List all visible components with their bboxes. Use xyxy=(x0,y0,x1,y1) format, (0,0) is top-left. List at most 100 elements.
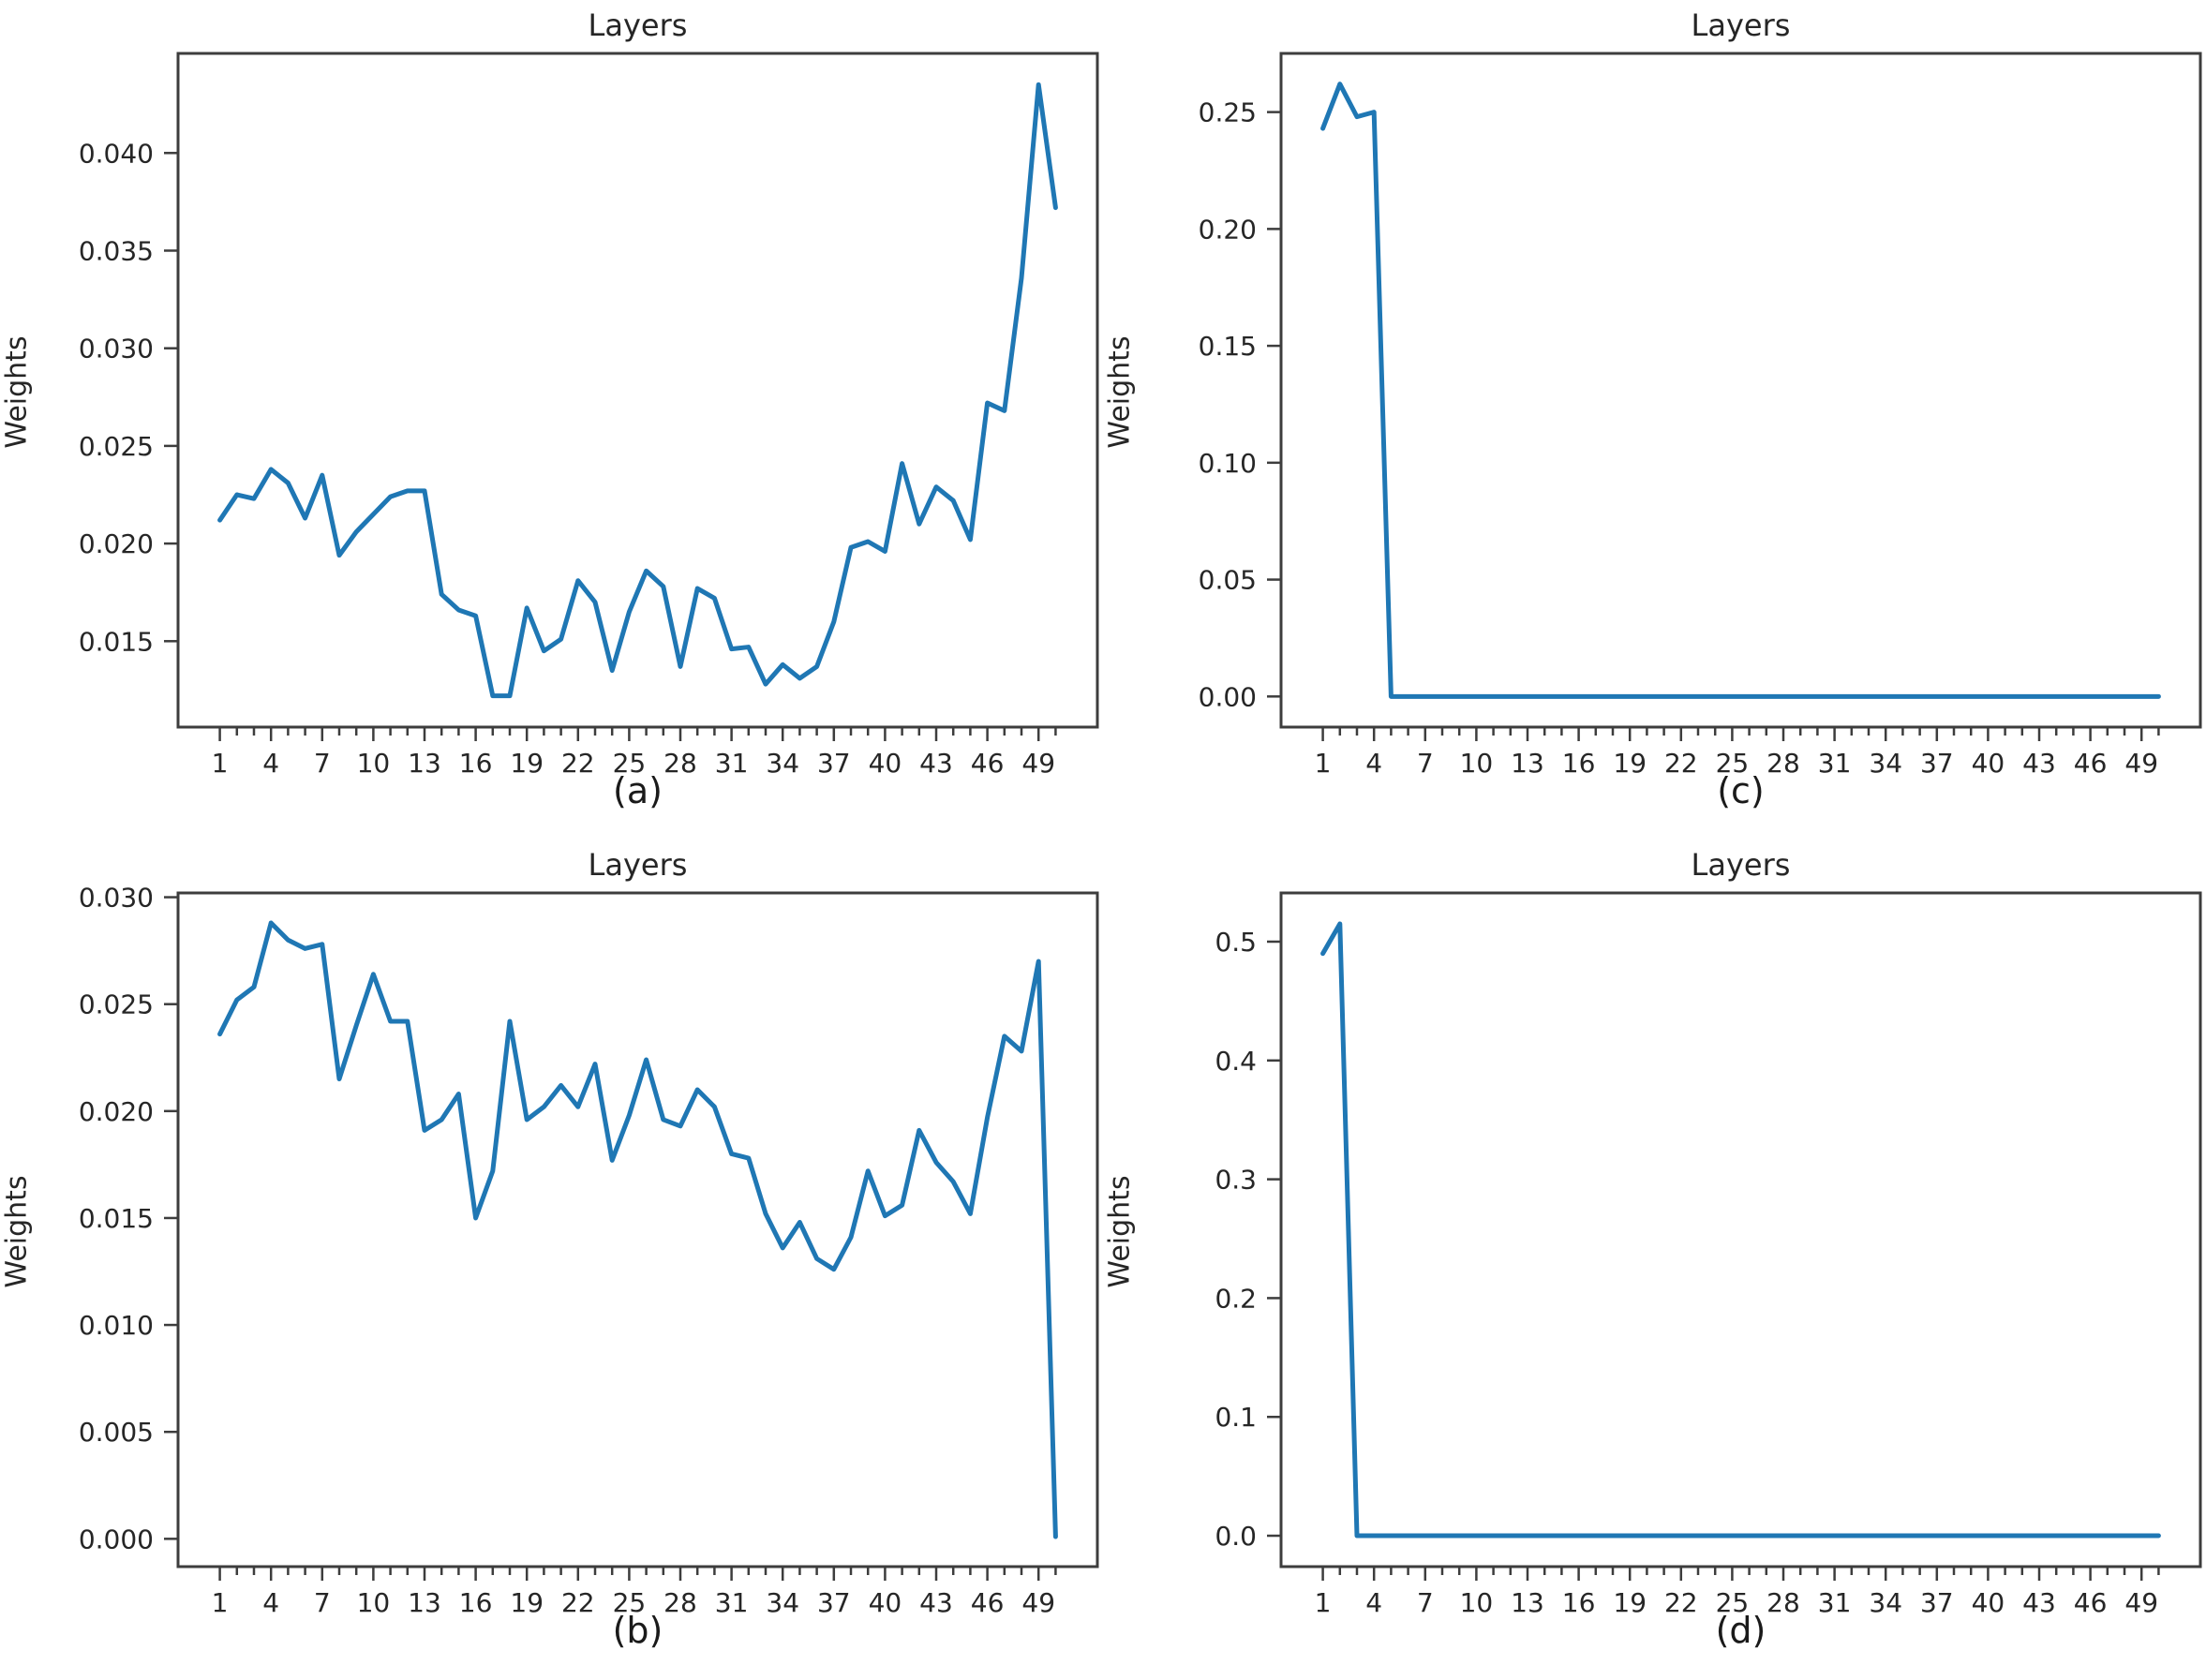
x-tick-label: 34 xyxy=(766,748,799,779)
y-tick-label: 0.030 xyxy=(79,334,154,364)
y-tick-label: 0.010 xyxy=(79,1310,154,1341)
x-tick-label: 22 xyxy=(561,1587,595,1618)
x-tick-label: 31 xyxy=(1818,748,1852,779)
x-tick-label: 49 xyxy=(2124,748,2158,779)
plot-border xyxy=(176,52,1099,729)
y-tick-label: 0.020 xyxy=(79,528,154,559)
x-tick-label: 1 xyxy=(212,1587,229,1618)
y-tick-label: 0.0 xyxy=(1215,1521,1257,1552)
x-tick-label: 16 xyxy=(1562,748,1596,779)
y-tick-label: 0.020 xyxy=(79,1096,154,1127)
x-tick-label: 1 xyxy=(1315,1587,1332,1618)
x-tick-label: 46 xyxy=(2074,748,2108,779)
x-tick-label: 31 xyxy=(715,748,749,779)
chart-caption: (c) xyxy=(1717,770,1765,811)
x-tick-label: 10 xyxy=(1460,1587,1494,1618)
x-tick-label: 37 xyxy=(817,748,851,779)
x-tick-label: 13 xyxy=(1511,1587,1544,1618)
y-tick-label: 0.015 xyxy=(79,1203,154,1234)
x-tick-label: 37 xyxy=(1920,1587,1954,1618)
x-tick-label: 43 xyxy=(2022,748,2056,779)
x-tick-label: 37 xyxy=(817,1587,851,1618)
x-tick-label: 46 xyxy=(971,748,1005,779)
x-tick-label: 31 xyxy=(1818,1587,1852,1618)
x-tick-label: 43 xyxy=(2022,1587,2056,1618)
y-tick-label: 0.030 xyxy=(79,883,154,914)
x-tick-label: 49 xyxy=(1021,1587,1055,1618)
x-tick-label: 10 xyxy=(1460,748,1494,779)
y-tick-label: 0.25 xyxy=(1199,97,1257,128)
x-tick-label: 7 xyxy=(314,748,331,779)
y-tick-label: 0.10 xyxy=(1199,448,1257,479)
chart-title: Layers xyxy=(1691,7,1791,43)
y-tick-label: 0.3 xyxy=(1215,1165,1257,1196)
y-tick-label: 0.15 xyxy=(1199,331,1257,362)
chart-caption: (b) xyxy=(612,1610,663,1651)
x-tick-label: 13 xyxy=(408,1587,441,1618)
x-tick-label: 7 xyxy=(1417,748,1434,779)
x-tick-label: 40 xyxy=(869,1587,902,1618)
chart-d: Layers Weights 1 4 7 10 13 16 19 22 25 28 31 34 37 40… xyxy=(1103,840,2206,1679)
x-tick-label: 19 xyxy=(1613,1587,1647,1618)
x-tick-label: 10 xyxy=(357,748,391,779)
plot-area: 1 4 7 10 13 16 19 22 25 28 31 34 37 40 43 46 49 0.015 0.02… xyxy=(79,52,1099,779)
x-tick-label: 4 xyxy=(1365,748,1382,779)
x-tick-label: 19 xyxy=(510,1587,544,1618)
plot-border xyxy=(1279,891,2202,1568)
chart-title: Layers xyxy=(1691,847,1791,883)
x-tick-label: 46 xyxy=(2074,1587,2108,1618)
y-tick-label: 0.040 xyxy=(79,138,154,169)
x-tick-label: 22 xyxy=(1664,748,1698,779)
x-tick-label: 49 xyxy=(2124,1587,2158,1618)
x-tick-label: 4 xyxy=(262,748,279,779)
x-tick-label: 28 xyxy=(1766,748,1800,779)
y-tick-label: 0.00 xyxy=(1199,681,1257,712)
y-tick-label: 0.025 xyxy=(79,989,154,1020)
x-tick-label: 34 xyxy=(1869,748,1902,779)
y-tick-label: 0.05 xyxy=(1199,565,1257,596)
y-tick-label: 0.015 xyxy=(79,626,154,657)
x-tick-label: 7 xyxy=(314,1587,331,1618)
y-tick-label: 0.20 xyxy=(1199,214,1257,245)
plot-border xyxy=(176,891,1099,1568)
chart-caption: (d) xyxy=(1715,1610,1766,1651)
y-tick-label: 0.1 xyxy=(1215,1402,1257,1433)
chart-b: Layers Weights 1 4 7 10 13 16 19 22 25 28 31 34 37 40… xyxy=(0,840,1103,1679)
y-tick-label: 0.005 xyxy=(79,1417,154,1448)
x-tick-label: 10 xyxy=(357,1587,391,1618)
y-tick-label: 0.4 xyxy=(1215,1046,1257,1077)
data-line xyxy=(1320,921,2161,1539)
x-tick-label: 16 xyxy=(1562,1587,1596,1618)
x-tick-label: 43 xyxy=(919,748,953,779)
plot-border xyxy=(1279,52,2202,729)
x-tick-label: 28 xyxy=(1766,1587,1800,1618)
x-tick-label: 19 xyxy=(1613,748,1647,779)
x-tick-label: 49 xyxy=(1021,748,1055,779)
x-tick-label: 37 xyxy=(1920,748,1954,779)
chart-title: Layers xyxy=(588,7,688,43)
x-tick-label: 4 xyxy=(262,1587,279,1618)
chart-title: Layers xyxy=(588,847,688,883)
data-line xyxy=(217,82,1058,699)
x-tick-label: 31 xyxy=(715,1587,749,1618)
data-line xyxy=(217,920,1058,1539)
x-tick-label: 25 xyxy=(613,748,647,779)
x-tick-label: 7 xyxy=(1417,1587,1434,1618)
chart-caption: (a) xyxy=(613,770,663,811)
x-tick-label: 25 xyxy=(1716,748,1750,779)
x-tick-label: 16 xyxy=(459,1587,493,1618)
y-tick-label: 0.025 xyxy=(79,431,154,462)
x-tick-label: 25 xyxy=(1716,1587,1750,1618)
x-tick-label: 40 xyxy=(869,748,902,779)
chart-a: Layers Weights 1 4 7 10 13 16 19 22 25 28 31 34 37 40… xyxy=(0,0,1103,840)
x-tick-label: 1 xyxy=(212,748,229,779)
x-tick-label: 25 xyxy=(613,1587,647,1618)
x-tick-label: 13 xyxy=(408,748,441,779)
data-line xyxy=(1320,82,2161,699)
x-tick-label: 16 xyxy=(459,748,493,779)
x-tick-label: 19 xyxy=(510,748,544,779)
x-tick-label: 34 xyxy=(1869,1587,1902,1618)
x-tick-label: 28 xyxy=(663,748,697,779)
y-tick-label: 0.035 xyxy=(79,235,154,266)
plot-area: 1 4 7 10 13 16 19 22 25 28 31 34 37 40 43 46 49 0.00 0.05 0… xyxy=(1199,52,2202,779)
